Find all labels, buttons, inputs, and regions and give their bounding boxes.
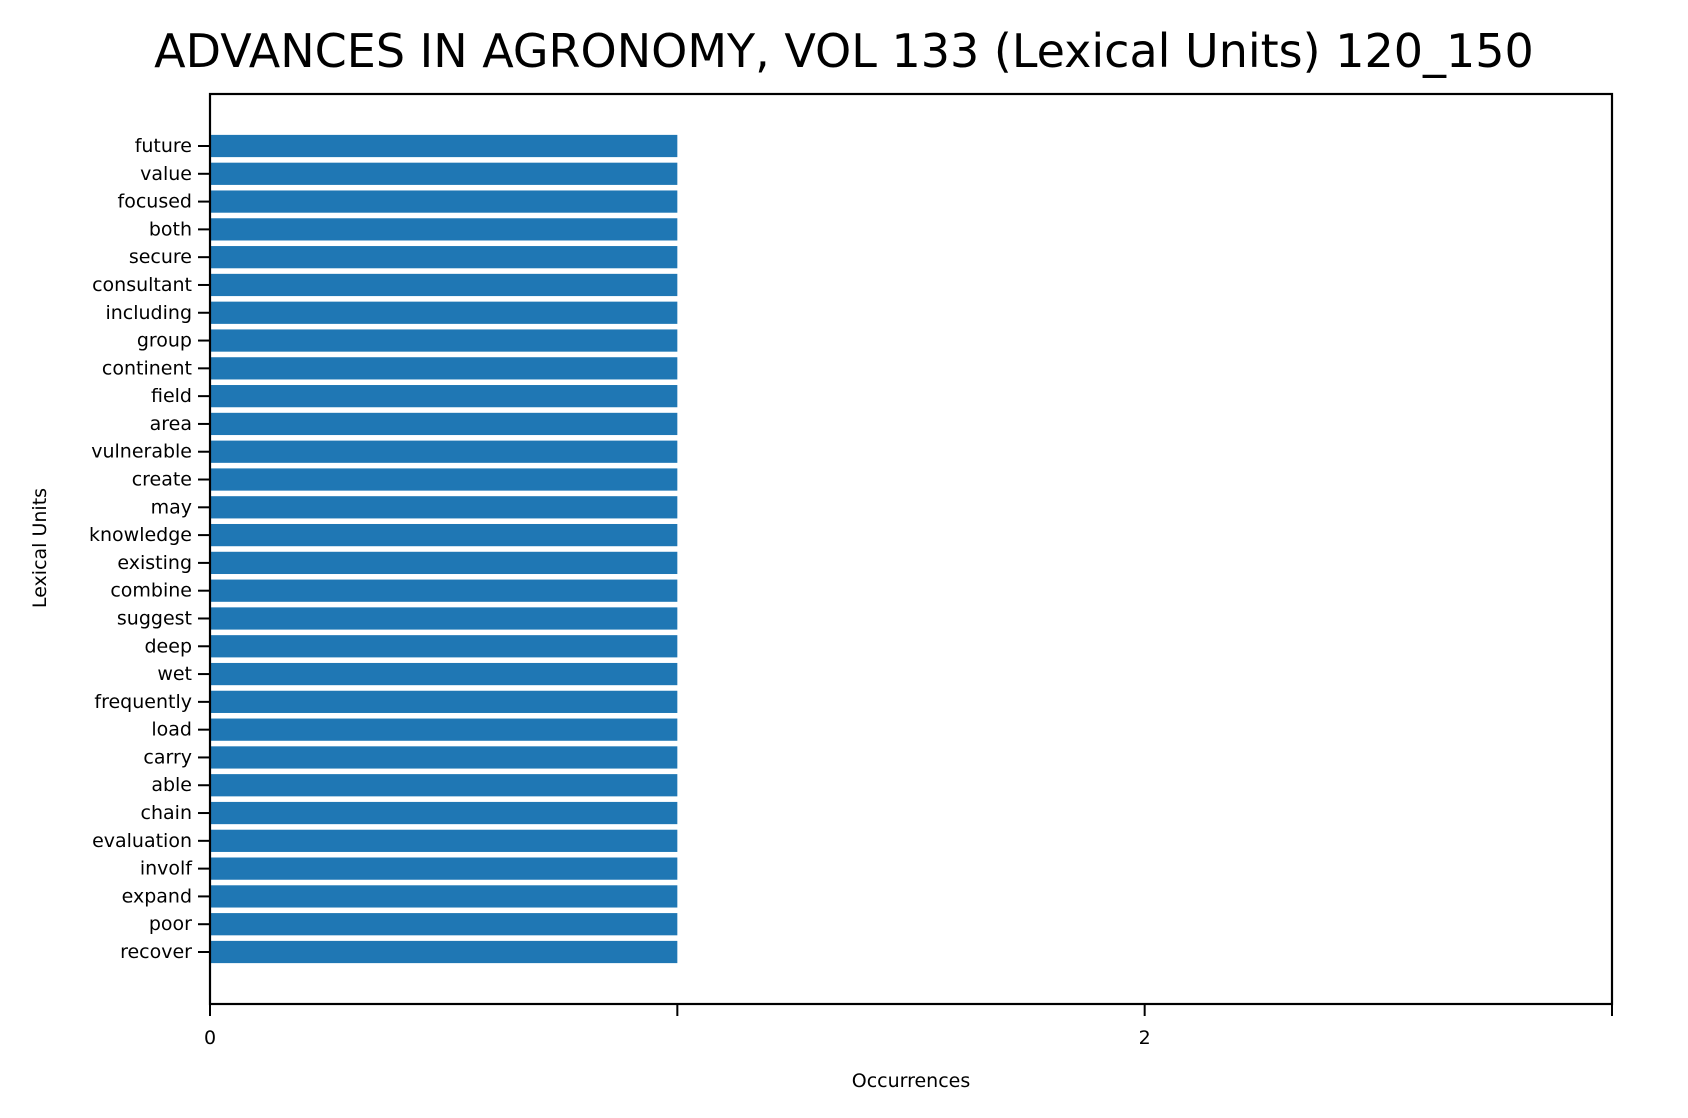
bar-carry [210,746,678,769]
y-tick-label-recover: recover [120,941,192,963]
bar-both [210,218,678,241]
plot-frame [208,92,1614,1006]
bar-evaluation [210,829,678,852]
y-tick-label-load: load [151,719,192,741]
y-tick-label-combine: combine [110,580,192,602]
bar-chain [210,801,678,825]
bar-consultant [210,273,678,297]
y-tick-label-frequently: frequently [94,691,192,713]
bar-expand [210,885,678,908]
bar-existing [210,551,678,575]
chart-title: ADVANCES IN AGRONOMY, VOL 133 (Lexical U… [154,24,1534,78]
y-tick-label-chain: chain [141,802,192,824]
y-tick-label-continent: continent [102,357,192,379]
y-tick-label-area: area [150,413,192,435]
y-tick-label-expand: expand [122,885,192,907]
y-tick-label-poor: poor [149,913,192,935]
bar-suggest [210,607,678,630]
bar-area [210,412,678,436]
bar-vulnerable [210,440,678,463]
x-axis-label: Occurrences [851,1070,971,1092]
y-tick-label-vulnerable: vulnerable [91,441,192,463]
y-axis-label: Lexical Units [29,487,51,609]
y-tick-label-deep: deep [145,635,193,657]
y-tick-label-existing: existing [117,552,192,574]
y-tick-label-secure: secure [129,246,192,268]
y-tick-label-suggest: suggest [117,607,192,629]
y-tick-label-focused: focused [118,191,192,213]
bar-field [210,385,678,408]
bar-involf [210,857,678,880]
bar-combine [210,579,678,602]
y-tick-label-may: may [151,496,192,518]
bar-frequently [210,690,678,713]
bar-secure [210,246,678,269]
bar-knowledge [210,523,678,547]
bar-deep [210,635,678,658]
y-tick-label-create: create [132,469,192,491]
y-tick-label-future: future [135,135,192,157]
bar-load [210,718,678,741]
y-tick-label-carry: carry [143,746,192,768]
bar-continent [210,357,678,380]
y-tick-label-wet: wet [157,663,192,685]
x-tick-label-2: 2 [1139,1027,1151,1049]
y-tick-label-consultant: consultant [92,274,192,296]
y-tick-label-group: group [137,330,192,352]
y-tick-label-value: value [140,163,192,185]
y-tick-label-including: including [105,302,192,324]
bar-may [210,496,678,519]
y-tick-label-field: field [151,385,192,407]
y-tick-label-both: both [149,218,192,240]
bars-group [210,134,678,964]
y-tick-label-evaluation: evaluation [92,830,192,852]
bar-wet [210,662,678,686]
x-tick-label-0: 0 [204,1027,216,1049]
bar-able [210,774,678,797]
y-tick-label-knowledge: knowledge [89,524,192,546]
bar-value [210,162,678,185]
bar-including [210,301,678,324]
y-axis-ticks: future value focused both secure consultant in… [89,135,210,963]
bar-future [210,134,678,158]
y-tick-label-able: able [151,774,192,796]
y-tick-label-involf: involf [140,858,193,880]
bar-poor [210,913,678,936]
bar-recover [210,940,678,964]
bar-focused [210,190,678,213]
bar-create [210,468,678,491]
bar-group [210,329,678,352]
